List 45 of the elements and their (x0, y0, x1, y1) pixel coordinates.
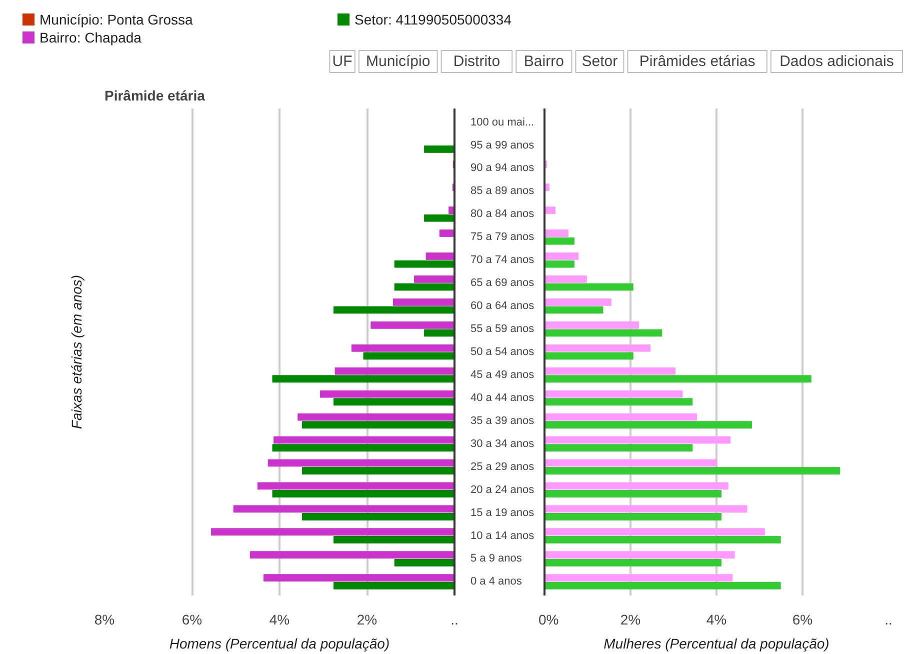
chart-title: Pirâmide etária (104, 88, 206, 104)
x-tick-label: 6% (792, 612, 813, 628)
y-tick-label: 25 a 29 anos (470, 460, 535, 473)
y-tick-label: 100 ou mai... (470, 116, 534, 128)
x-tick-label: 2% (356, 612, 378, 628)
y-tick-label: 95 a 99 anos (470, 139, 535, 152)
y-tick-label: 10 a 14 anos (470, 530, 535, 542)
y-tick-label: 65 a 69 anos (470, 277, 535, 290)
legend-label: Município: Ponta Grossa (40, 12, 194, 28)
text: UF (332, 53, 352, 70)
y-tick-label: 50 a 54 anos (470, 346, 535, 358)
text: Distrito (453, 53, 500, 70)
x-tick-label: 8% (94, 612, 115, 628)
y-tick-label: 30 a 34 anos (470, 438, 535, 450)
y-tick-label: 5 a 9 anos (470, 552, 522, 565)
x-tick-label: 4% (269, 612, 290, 628)
y-tick-label: 85 a 89 anos (470, 185, 535, 198)
y-tick-label: 90 a 94 anos (470, 162, 535, 174)
x-tick-label: 4% (706, 612, 727, 628)
y-tick-label: 0 a 4 anos (470, 576, 522, 588)
x-tick-label: .. (884, 612, 892, 628)
x-tick-label: 2% (620, 612, 641, 628)
y-tick-label: 40 a 44 anos (470, 392, 535, 404)
y-tick-label: 55 a 59 anos (470, 323, 535, 336)
y-tick-label: 35 a 39 anos (470, 414, 535, 427)
legend-label: Bairro: Chapada (40, 30, 142, 46)
y-tick-label: 80 a 84 anos (470, 208, 535, 220)
text: Bairro (524, 53, 564, 70)
y-tick-label: 70 a 74 anos (470, 254, 535, 266)
x-axis-title: Homens (Percentual da população) (169, 636, 390, 652)
x-tick-label: .. (450, 612, 458, 628)
text: Setor (582, 53, 618, 70)
y-tick-label: 75 a 79 anos (470, 231, 535, 244)
y-tick-label: 15 a 19 anos (470, 506, 535, 519)
y-tick-label: 60 a 64 anos (470, 300, 535, 312)
x-axis-title: Mulheres (Percentual da população) (604, 636, 830, 652)
y-tick-label: 45 a 49 anos (470, 368, 535, 381)
x-tick-label: 6% (182, 612, 202, 628)
legend-label: Setor: 411990505000334 (354, 12, 512, 28)
text: Dados adicionais (780, 53, 894, 70)
y-axis-title: Faixas etárias (em anos) (68, 274, 84, 430)
text: Município (366, 53, 430, 70)
text: Pirâmides etárias (639, 53, 756, 70)
x-tick-label: 0% (538, 612, 559, 628)
y-tick-label: 20 a 24 anos (470, 484, 535, 496)
